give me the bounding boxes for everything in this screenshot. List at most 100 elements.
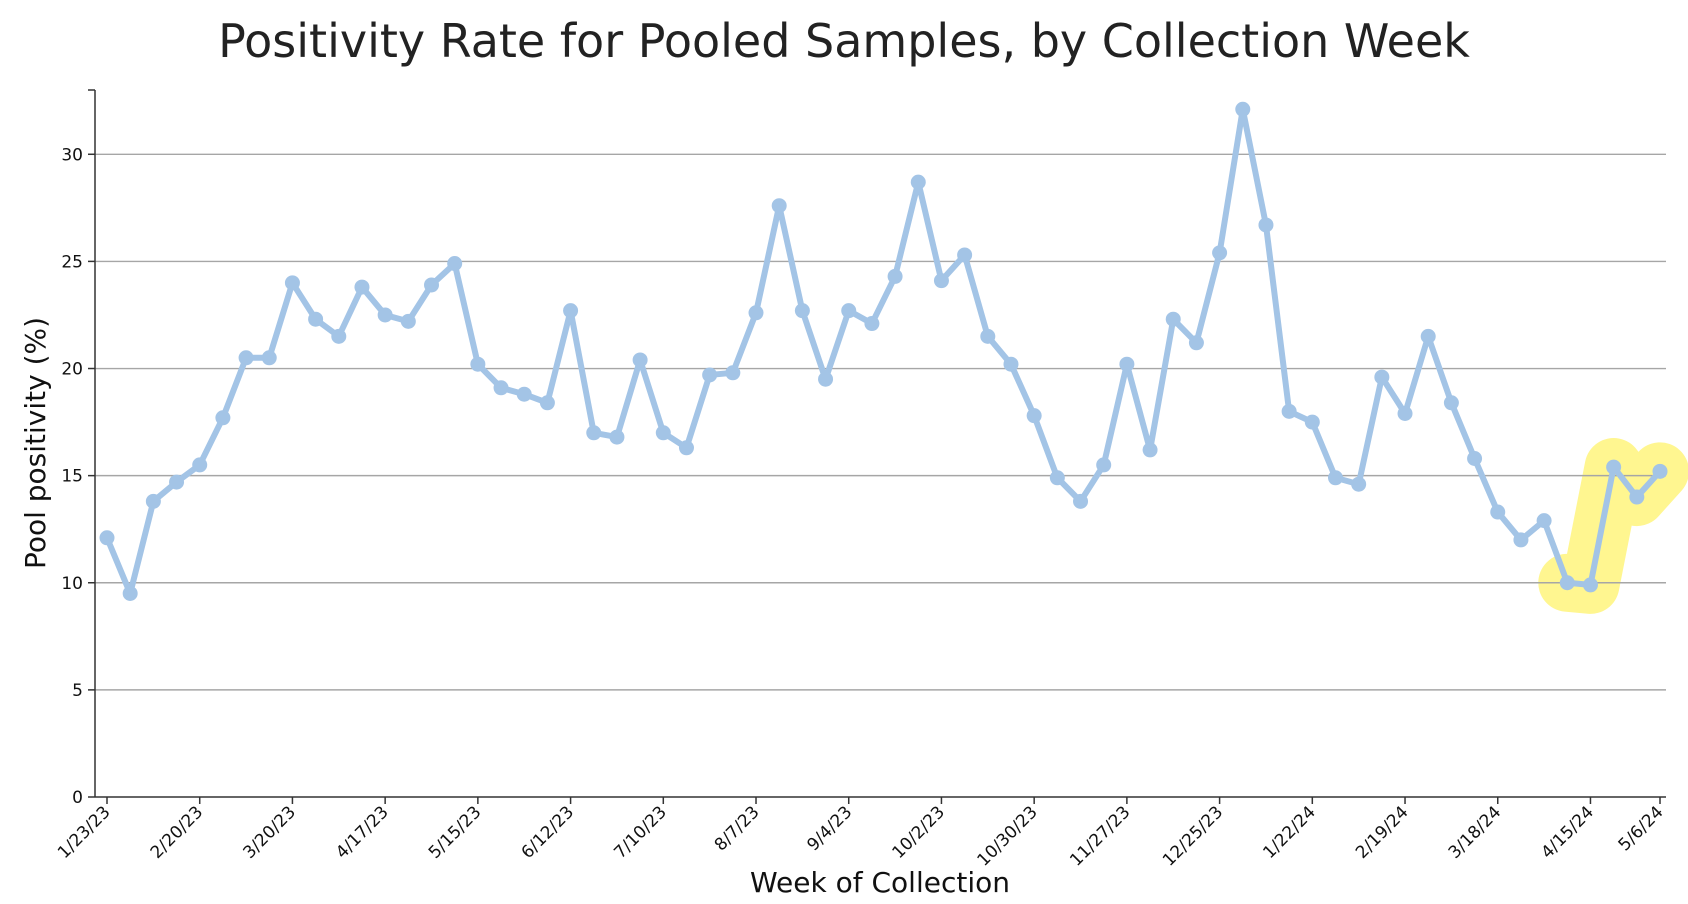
data-point <box>1467 450 1483 466</box>
data-point <box>1351 476 1367 492</box>
x-tick-label: 6/12/23 <box>518 802 578 862</box>
data-point <box>122 585 138 601</box>
y-tick-label: 0 <box>72 788 83 808</box>
data-point <box>563 303 579 319</box>
data-point <box>1188 335 1204 351</box>
data-point <box>864 316 880 332</box>
data-point <box>1582 577 1598 593</box>
data-point <box>1003 356 1019 372</box>
data-point <box>632 352 648 368</box>
data-point <box>308 311 324 327</box>
data-point <box>1559 575 1575 591</box>
data-point <box>331 328 347 344</box>
data-point <box>1026 408 1042 424</box>
y-tick-label: 15 <box>61 467 83 487</box>
x-tick-label: 4/17/23 <box>332 802 392 862</box>
x-tick-label: 3/18/24 <box>1445 802 1505 862</box>
data-point <box>354 279 370 295</box>
y-tick-label: 25 <box>61 252 83 272</box>
data-point <box>1073 493 1089 509</box>
data-point <box>145 493 161 509</box>
data-point <box>1397 406 1413 422</box>
x-tick-label: 7/10/23 <box>610 802 670 862</box>
data-point <box>771 198 787 214</box>
x-tick-label: 4/15/24 <box>1538 802 1598 862</box>
data-point <box>1258 217 1274 233</box>
data-point <box>1165 311 1181 327</box>
x-tick-label: 1/23/23 <box>54 802 114 862</box>
x-tick-label: 2/19/24 <box>1352 802 1412 862</box>
x-tick-label: 2/20/23 <box>147 802 207 862</box>
x-tick-label: 1/22/24 <box>1259 802 1319 862</box>
data-point <box>1420 328 1436 344</box>
data-point <box>725 365 741 381</box>
axes <box>88 89 1666 798</box>
data-point <box>516 386 532 402</box>
data-point <box>794 303 810 319</box>
y-tick-label: 5 <box>72 681 83 701</box>
data-point <box>1281 403 1297 419</box>
data-point <box>1606 459 1622 475</box>
data-point <box>424 277 440 293</box>
gridlines <box>95 153 1666 691</box>
data-point <box>493 380 509 396</box>
data-point <box>1049 470 1065 486</box>
y-axis-title: Pool positivity (%) <box>19 317 52 569</box>
data-point <box>1536 513 1552 529</box>
data-point <box>261 350 277 366</box>
x-tick-label: 11/27/23 <box>1066 802 1134 870</box>
data-point <box>887 268 903 284</box>
data-point <box>447 256 463 272</box>
data-point <box>1513 532 1529 548</box>
data-point <box>980 328 996 344</box>
data-point <box>377 307 393 323</box>
data-point <box>586 425 602 441</box>
y-tick-labels: 0 5 10 15 20 25 30 <box>61 145 95 808</box>
x-tick-label: 12/25/23 <box>1159 802 1227 870</box>
data-point <box>655 425 671 441</box>
data-point <box>609 429 625 445</box>
x-tick-label: 8/7/23 <box>711 802 764 855</box>
data-point <box>1235 101 1251 117</box>
series-positivity <box>99 101 1668 601</box>
data-point <box>910 174 926 190</box>
data-point <box>1327 470 1343 486</box>
data-point <box>1652 463 1668 479</box>
x-axis-title: Week of Collection <box>750 866 1010 899</box>
data-point <box>99 530 115 546</box>
data-point <box>400 313 416 329</box>
data-point <box>1304 414 1320 430</box>
data-point <box>818 371 834 387</box>
data-point <box>539 395 555 411</box>
data-point <box>678 440 694 456</box>
x-tick-label: 9/4/23 <box>803 802 856 855</box>
data-point <box>702 367 718 383</box>
data-point <box>192 457 208 473</box>
x-tick-label: 3/20/23 <box>239 802 299 862</box>
y-tick-label: 30 <box>61 145 83 165</box>
data-point <box>933 273 949 289</box>
data-point <box>470 356 486 372</box>
data-point <box>169 474 185 490</box>
data-point <box>1119 356 1135 372</box>
data-point <box>238 350 254 366</box>
y-tick-label: 20 <box>61 360 83 380</box>
x-tick-labels: 1/23/23 2/20/23 3/20/23 4/17/23 5/15/23 6/12/… <box>54 797 1668 871</box>
x-tick-label: 10/2/23 <box>888 802 948 862</box>
data-point <box>1142 442 1158 458</box>
data-point <box>841 303 857 319</box>
series-line <box>104 106 1663 597</box>
data-point <box>284 275 300 291</box>
x-tick-label: 5/15/23 <box>425 802 485 862</box>
y-tick-label: 10 <box>61 574 83 594</box>
data-point <box>1212 245 1228 261</box>
data-point <box>215 410 231 426</box>
data-point <box>1443 395 1459 411</box>
chart-title: Positivity Rate for Pooled Samples, by C… <box>218 14 1470 68</box>
data-point <box>957 247 973 263</box>
data-point <box>1490 504 1506 520</box>
data-point <box>1374 369 1390 385</box>
x-tick-label: 5/6/24 <box>1615 802 1668 855</box>
data-point <box>1096 457 1112 473</box>
